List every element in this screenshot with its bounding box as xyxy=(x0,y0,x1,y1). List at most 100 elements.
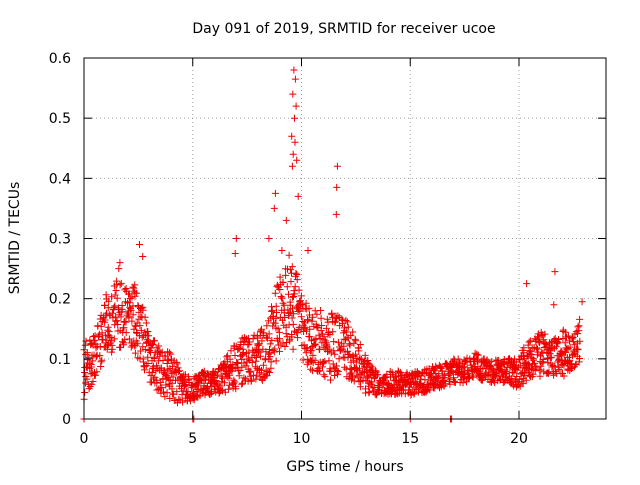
data-point xyxy=(555,336,562,343)
data-point xyxy=(103,336,111,344)
data-point xyxy=(199,368,206,376)
data-point xyxy=(256,352,264,360)
data-point xyxy=(451,377,458,385)
data-point xyxy=(89,378,97,385)
data-point xyxy=(238,363,246,371)
data-point xyxy=(513,373,521,380)
data-point xyxy=(151,337,158,345)
data-point xyxy=(291,290,299,298)
data-point xyxy=(523,367,531,375)
data-point xyxy=(297,313,305,321)
data-point xyxy=(523,280,531,288)
data-point xyxy=(240,374,248,382)
data-point xyxy=(276,273,284,281)
data-point xyxy=(267,364,275,372)
data-point xyxy=(544,369,551,377)
y-tick-label: 0.5 xyxy=(49,111,71,127)
data-point xyxy=(329,328,337,336)
data-point xyxy=(352,337,360,345)
data-point xyxy=(96,352,104,360)
data-point xyxy=(144,360,152,367)
data-point xyxy=(121,318,129,325)
data-point xyxy=(422,388,430,396)
data-point xyxy=(272,357,280,365)
data-point xyxy=(289,90,297,98)
data-point xyxy=(548,363,556,371)
data-point xyxy=(309,313,317,321)
data-point xyxy=(276,347,283,355)
data-point xyxy=(267,358,275,366)
data-point xyxy=(330,338,338,346)
data-point xyxy=(291,283,299,291)
data-point xyxy=(252,375,260,383)
data-point xyxy=(143,336,151,344)
data-point xyxy=(335,355,343,363)
data-point xyxy=(361,351,369,359)
data-point xyxy=(283,339,290,346)
data-point xyxy=(285,290,292,298)
data-point xyxy=(269,347,277,354)
data-point xyxy=(225,374,233,382)
data-point xyxy=(105,297,113,305)
data-point xyxy=(341,324,348,332)
data-point xyxy=(276,335,283,343)
data-point xyxy=(327,368,335,375)
data-point xyxy=(474,351,482,359)
data-point xyxy=(166,395,174,402)
data-point xyxy=(349,328,357,336)
data-point xyxy=(246,372,254,380)
data-point xyxy=(139,306,147,314)
data-point xyxy=(369,387,377,395)
data-point xyxy=(324,318,332,326)
data-point xyxy=(264,368,272,375)
data-point xyxy=(344,323,352,331)
data-point xyxy=(139,253,147,260)
data-point xyxy=(566,343,574,351)
data-point xyxy=(83,375,91,383)
tick-labels: 0 0.1 0.2 0.3 0.4 0.5 0.6 0 5 10 15 20 xyxy=(49,51,528,447)
data-point xyxy=(317,314,325,322)
data-point xyxy=(313,323,321,331)
data-point xyxy=(238,352,246,360)
data-point xyxy=(292,102,300,110)
data-point xyxy=(173,360,181,368)
data-point xyxy=(291,138,299,146)
data-point xyxy=(531,359,538,367)
data-point xyxy=(236,367,244,374)
data-point xyxy=(446,380,454,388)
data-point xyxy=(304,316,312,324)
data-point xyxy=(302,349,310,357)
data-point xyxy=(282,271,290,279)
data-point xyxy=(560,372,568,380)
data-point xyxy=(127,306,135,314)
data-point xyxy=(536,372,544,380)
data-point xyxy=(547,354,555,362)
data-point xyxy=(401,390,409,398)
data-point xyxy=(576,355,583,362)
data-point xyxy=(271,189,279,197)
data-point xyxy=(149,375,157,383)
data-point xyxy=(362,364,370,372)
data-point xyxy=(561,339,569,347)
data-point xyxy=(274,325,282,333)
data-point xyxy=(110,335,118,343)
data-point xyxy=(116,281,124,289)
data-point xyxy=(108,345,116,353)
data-point xyxy=(308,317,316,325)
data-point xyxy=(491,379,499,387)
data-point xyxy=(214,371,222,379)
data-point xyxy=(338,315,346,323)
data-point xyxy=(288,314,296,322)
data-point xyxy=(515,381,523,389)
data-point xyxy=(306,333,314,341)
data-point xyxy=(120,324,128,332)
x-tick-label: 20 xyxy=(510,431,528,447)
data-point xyxy=(131,281,139,289)
data-point xyxy=(464,375,472,382)
data-point xyxy=(291,114,298,122)
data-point xyxy=(128,293,136,301)
data-point xyxy=(574,330,581,338)
data-point xyxy=(554,356,562,364)
x-tick-label: 15 xyxy=(401,431,419,447)
data-point xyxy=(352,350,360,358)
